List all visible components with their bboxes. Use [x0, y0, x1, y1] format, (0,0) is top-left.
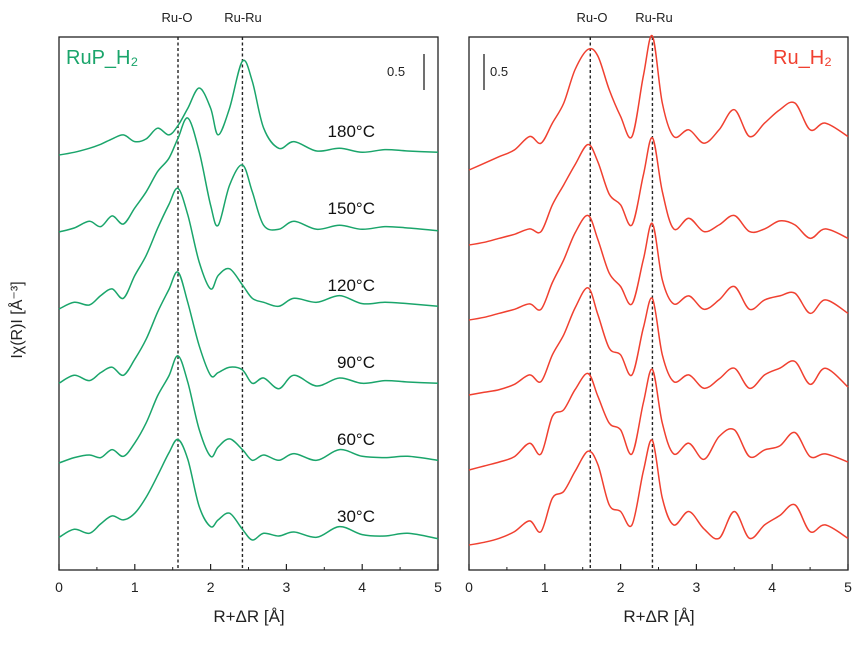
right-x-tick-label-5: 5 [844, 579, 852, 595]
left-x-tick-label-3: 3 [283, 579, 291, 595]
left-panel: Ru-O Ru-Ru 0 1 2 3 4 5 30°C 60°C 90°C 120°C 150°C 1… [55, 10, 442, 626]
right-ref-label-0: Ru-O [576, 10, 607, 25]
left-scale-bar-label: 0.5 [387, 64, 405, 79]
right-scale-bar-label: 0.5 [490, 64, 508, 79]
right-ref-label-1: Ru-Ru [635, 10, 673, 25]
left-series-label-2: 90°C [337, 353, 375, 372]
left-series-label-5: 180°C [328, 122, 375, 141]
left-series-line-1 [58, 355, 439, 464]
right-x-tick-label-4: 4 [768, 579, 776, 595]
left-ref-label-0: Ru-O [161, 10, 192, 25]
right-x-tick-label-0: 0 [465, 579, 473, 595]
left-series-label-3: 120°C [328, 276, 375, 295]
left-series-line-4 [58, 117, 439, 233]
left-series-line-2 [58, 271, 439, 390]
y-axis-label: Iχ(R)I [Å⁻³] [7, 281, 26, 358]
left-x-tick-label-4: 4 [358, 579, 366, 595]
right-x-axis-label: R+ΔR [Å] [623, 607, 694, 626]
left-series-label-4: 150°C [328, 199, 375, 218]
left-plot: 0 1 2 3 4 5 30°C 60°C 90°C 120°C 150°C 180°C [55, 36, 442, 595]
left-series-label-1: 60°C [337, 430, 375, 449]
right-series-line-0 [468, 439, 849, 546]
left-plot-frame [58, 36, 439, 571]
right-plot-frame [468, 36, 849, 571]
right-x-tick-label-1: 1 [541, 579, 549, 595]
left-x-tick-label-2: 2 [207, 579, 215, 595]
left-series-line-0 [58, 438, 439, 541]
left-x-tick-label-0: 0 [55, 579, 63, 595]
left-panel-title: RuP_H₂ [66, 47, 138, 69]
left-ref-label-1: Ru-Ru [224, 10, 262, 25]
left-x-tick-label-5: 5 [434, 579, 442, 595]
right-series-line-3 [468, 214, 849, 321]
right-panel: Ru-O Ru-Ru 0 1 2 3 4 5 Ru_H₂ 0.5 R+ΔR [Å] [465, 10, 852, 626]
right-plot: 0 1 2 3 4 5 [465, 35, 852, 595]
right-series-line-5 [468, 35, 849, 171]
left-x-axis-label: R+ΔR [Å] [213, 607, 284, 626]
right-x-tick-label-2: 2 [617, 579, 625, 595]
right-series-line-1 [468, 368, 849, 471]
left-series-line-5 [58, 59, 439, 156]
right-x-tick-label-3: 3 [693, 579, 701, 595]
left-x-tick-label-1: 1 [131, 579, 139, 595]
right-panel-title: Ru_H₂ [773, 47, 832, 69]
left-series-label-0: 30°C [337, 507, 375, 526]
left-series-line-3 [58, 187, 439, 310]
right-series-line-2 [468, 287, 849, 396]
right-series-line-4 [468, 137, 849, 246]
